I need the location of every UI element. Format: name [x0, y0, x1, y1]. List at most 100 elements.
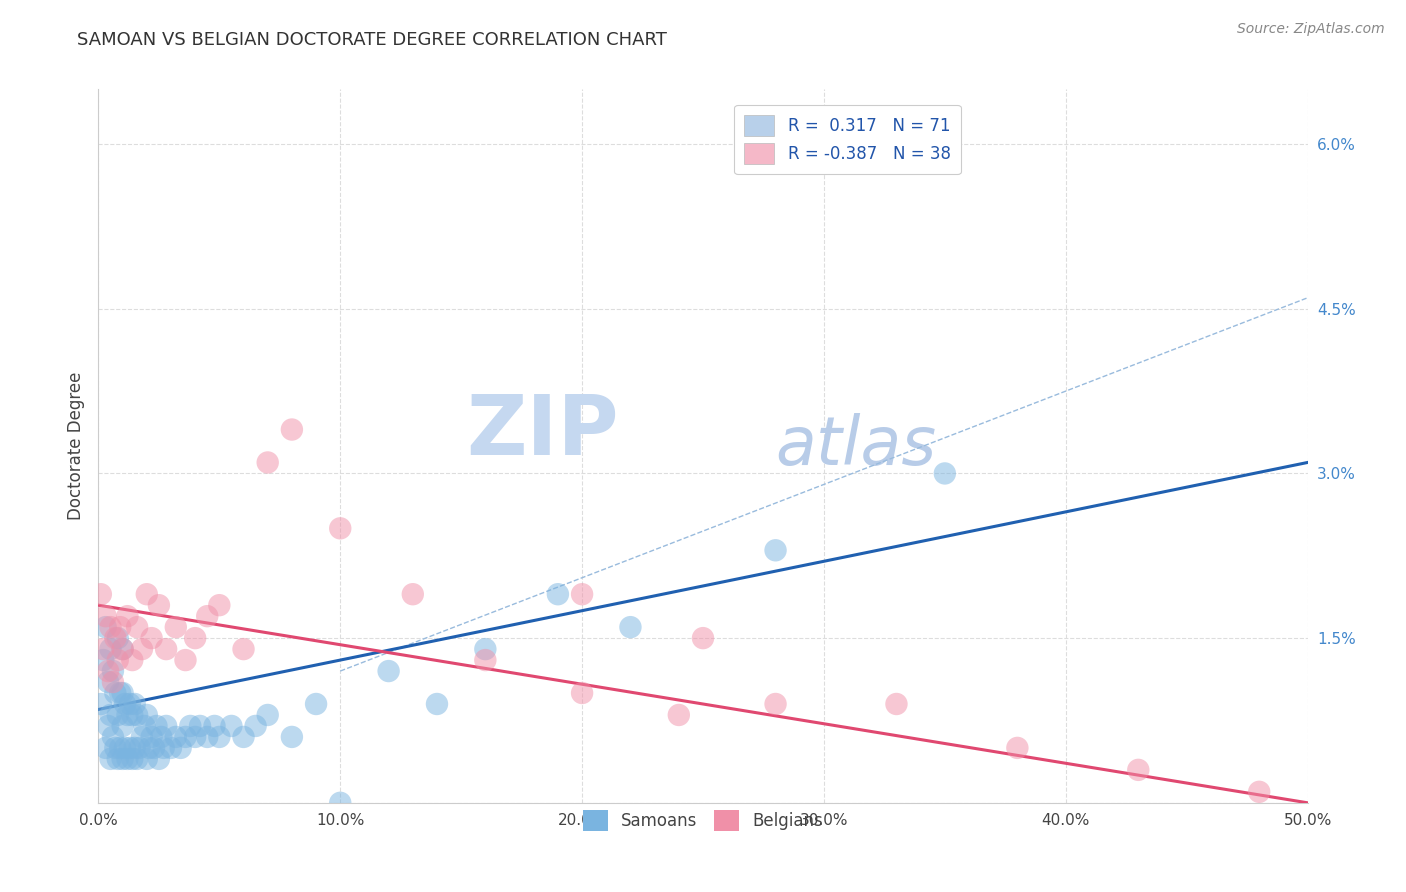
Point	[100, 708, 122, 723]
Point	[221, 719, 243, 733]
Point	[101, 664, 124, 678]
Point	[118, 740, 141, 755]
Point	[114, 697, 136, 711]
Point	[141, 631, 163, 645]
Point	[90, 587, 112, 601]
Point	[571, 686, 593, 700]
Point	[188, 719, 211, 733]
Point	[281, 423, 304, 437]
Point	[208, 598, 231, 612]
Point	[148, 752, 170, 766]
Point	[117, 708, 139, 723]
Point	[127, 752, 149, 766]
Point	[184, 631, 207, 645]
Point	[547, 587, 569, 601]
Point	[571, 587, 593, 601]
Point	[108, 620, 131, 634]
Point	[117, 609, 139, 624]
Point	[329, 521, 352, 535]
Point	[124, 697, 146, 711]
Point	[329, 796, 352, 810]
Point	[160, 740, 183, 755]
Point	[121, 708, 143, 723]
Point	[108, 740, 131, 755]
Point	[100, 642, 122, 657]
Point	[94, 740, 117, 755]
Point	[111, 719, 134, 733]
Point	[91, 642, 114, 657]
Point	[152, 740, 174, 755]
Point	[138, 740, 160, 755]
Legend: Samoans, Belgians: Samoans, Belgians	[576, 804, 830, 838]
Point	[765, 697, 787, 711]
Point	[426, 697, 449, 711]
Point	[668, 708, 690, 723]
Text: atlas: atlas	[776, 413, 936, 479]
Point	[474, 642, 496, 657]
Point	[150, 730, 173, 744]
Point	[97, 719, 120, 733]
Point	[208, 730, 231, 744]
Y-axis label: Doctorate Degree: Doctorate Degree	[66, 372, 84, 520]
Point	[145, 719, 167, 733]
Point	[179, 719, 201, 733]
Point	[121, 653, 143, 667]
Point	[245, 719, 267, 733]
Point	[377, 664, 399, 678]
Point	[127, 708, 149, 723]
Point	[143, 740, 166, 755]
Point	[107, 653, 129, 667]
Point	[886, 697, 908, 711]
Point	[121, 752, 143, 766]
Text: SAMOAN VS BELGIAN DOCTORATE DEGREE CORRELATION CHART: SAMOAN VS BELGIAN DOCTORATE DEGREE CORRE…	[77, 31, 668, 49]
Point	[305, 697, 328, 711]
Point	[117, 752, 139, 766]
Text: ZIP: ZIP	[465, 392, 619, 472]
Point	[100, 620, 122, 634]
Point	[114, 740, 136, 755]
Point	[135, 708, 157, 723]
Point	[124, 740, 146, 755]
Point	[184, 730, 207, 744]
Point	[104, 631, 127, 645]
Point	[128, 740, 150, 755]
Point	[619, 620, 641, 634]
Point	[169, 740, 191, 755]
Point	[111, 752, 134, 766]
Point	[107, 752, 129, 766]
Point	[402, 587, 425, 601]
Point	[474, 653, 496, 667]
Point	[94, 620, 117, 634]
Point	[174, 653, 197, 667]
Point	[256, 708, 278, 723]
Point	[155, 642, 177, 657]
Point	[232, 642, 254, 657]
Point	[91, 653, 114, 667]
Point	[104, 740, 127, 755]
Point	[131, 730, 153, 744]
Point	[195, 730, 218, 744]
Point	[232, 730, 254, 744]
Point	[107, 708, 129, 723]
Point	[94, 609, 117, 624]
Point	[174, 730, 197, 744]
Point	[134, 719, 156, 733]
Point	[141, 730, 163, 744]
Point	[1128, 763, 1150, 777]
Text: Source: ZipAtlas.com: Source: ZipAtlas.com	[1237, 22, 1385, 37]
Point	[101, 730, 124, 744]
Point	[148, 598, 170, 612]
Point	[100, 752, 122, 766]
Point	[155, 719, 177, 733]
Point	[97, 675, 120, 690]
Point	[118, 697, 141, 711]
Point	[90, 697, 112, 711]
Point	[1007, 740, 1029, 755]
Point	[135, 587, 157, 601]
Point	[1249, 785, 1271, 799]
Point	[111, 642, 134, 657]
Point	[97, 664, 120, 678]
Point	[111, 686, 134, 700]
Point	[765, 543, 787, 558]
Point	[165, 620, 187, 634]
